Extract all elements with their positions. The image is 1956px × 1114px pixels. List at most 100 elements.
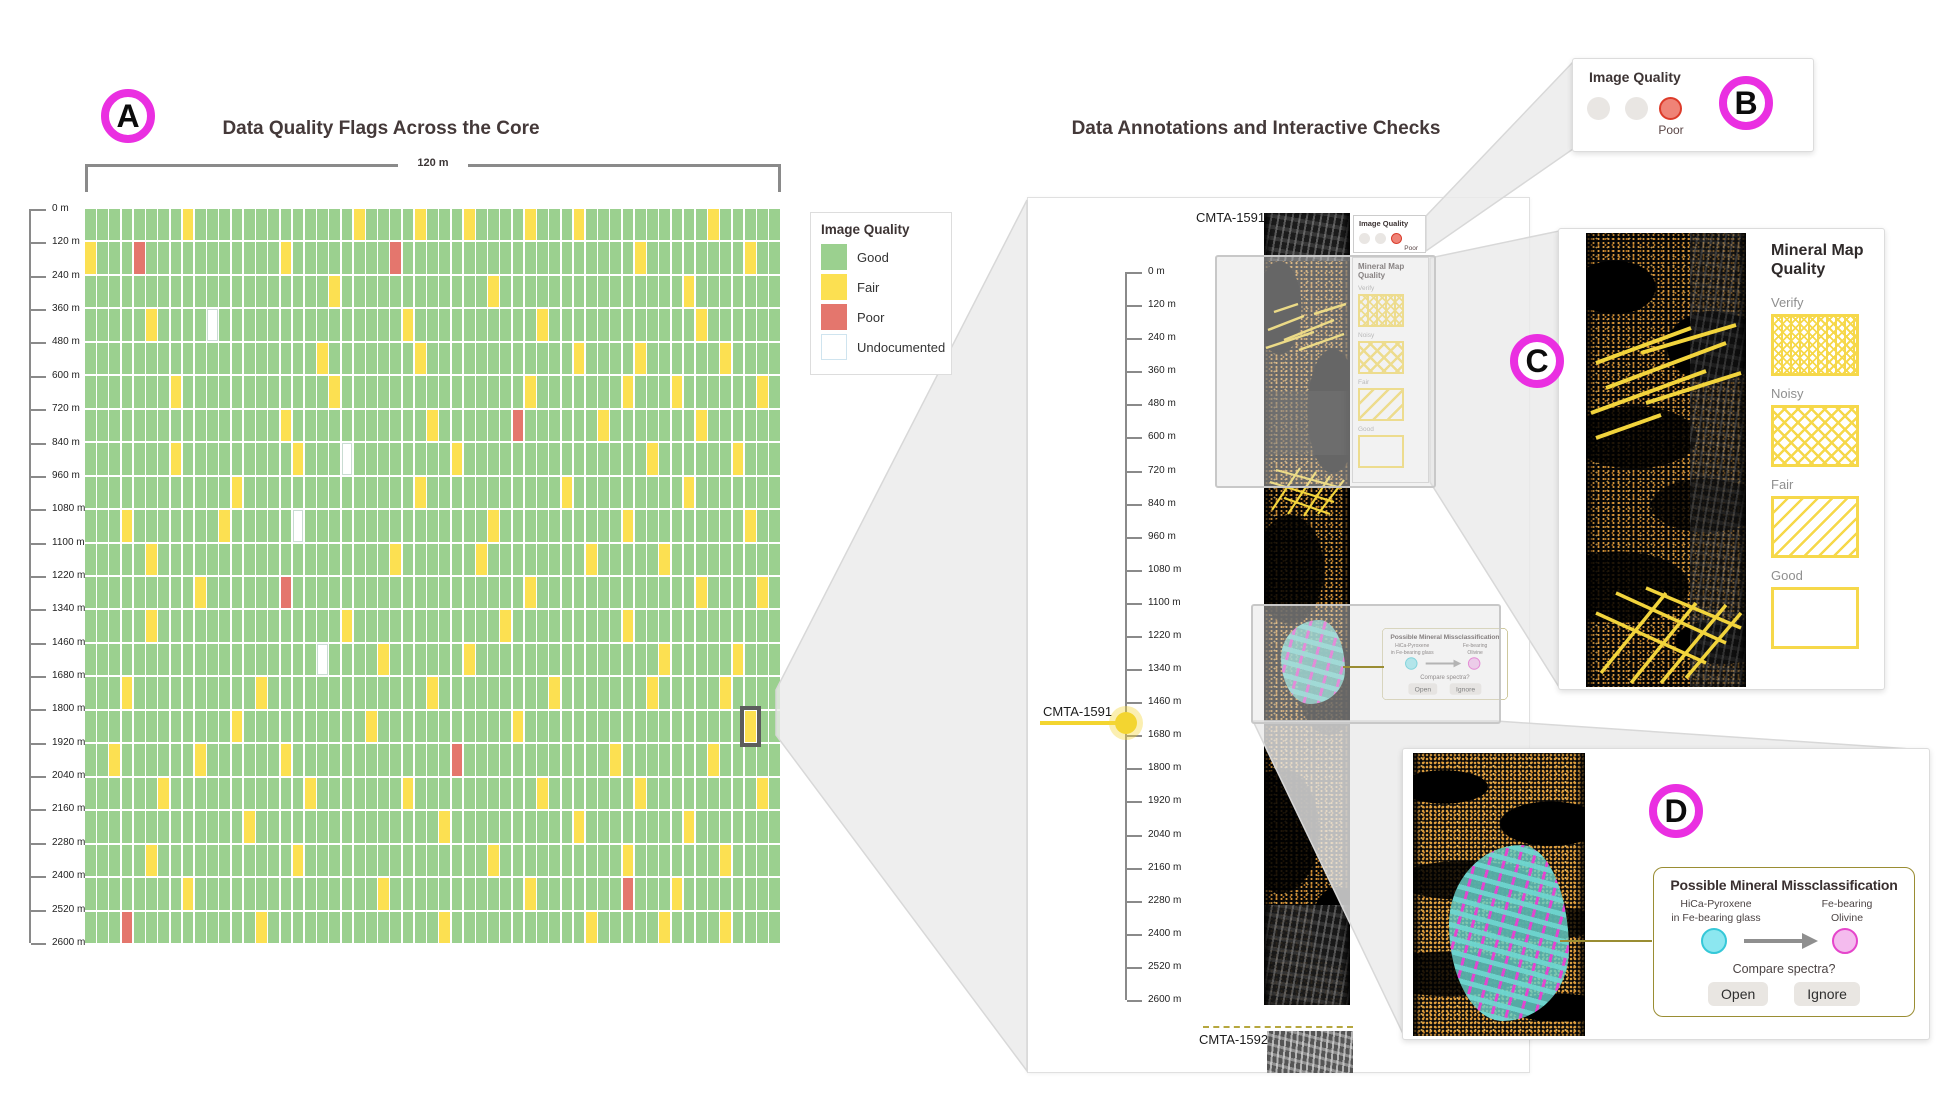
grid-cell[interactable] — [488, 610, 499, 642]
grid-cell[interactable] — [402, 209, 414, 241]
grid-cell[interactable] — [256, 811, 267, 843]
grid-cell[interactable] — [757, 811, 768, 843]
grid-cell[interactable] — [194, 342, 206, 375]
grid-cell[interactable] — [500, 610, 512, 642]
grid-cell[interactable] — [402, 275, 414, 308]
grid-cell[interactable] — [292, 744, 304, 776]
grid-cell[interactable] — [170, 242, 182, 274]
grid-cell[interactable] — [732, 543, 744, 575]
grid-cell[interactable] — [427, 543, 438, 575]
grid-cell[interactable] — [769, 577, 780, 609]
grid-cell[interactable] — [537, 610, 548, 642]
grid-cell[interactable] — [121, 242, 133, 274]
grid-cell[interactable] — [97, 342, 108, 375]
grid-cell[interactable] — [524, 844, 536, 877]
grid-cell[interactable] — [744, 643, 756, 676]
grid-cell[interactable] — [243, 844, 255, 877]
grid-cell[interactable] — [97, 275, 108, 308]
grid-cell[interactable] — [683, 275, 695, 308]
grid-cell[interactable] — [414, 510, 426, 542]
grid-cell[interactable] — [695, 744, 707, 776]
grid-cell[interactable] — [549, 811, 561, 843]
grid-cell[interactable] — [329, 911, 341, 943]
open-button[interactable]: Open — [1708, 982, 1769, 1006]
grid-cell[interactable] — [170, 643, 182, 676]
zoom-source-box-d[interactable] — [1251, 604, 1501, 724]
grid-cell[interactable] — [231, 911, 243, 943]
grid-cell[interactable] — [427, 409, 438, 442]
grid-cell[interactable] — [292, 710, 304, 743]
grid-cell[interactable] — [512, 209, 524, 241]
grid-cell[interactable] — [524, 911, 536, 943]
grid-cell[interactable] — [146, 209, 157, 241]
grid-cell[interactable] — [537, 744, 548, 776]
grid-cell[interactable] — [243, 677, 255, 709]
grid-cell[interactable] — [109, 209, 121, 241]
grid-cell[interactable] — [427, 342, 438, 375]
grid-cell[interactable] — [317, 510, 328, 542]
grid-cell[interactable] — [231, 242, 243, 274]
grid-cell[interactable] — [402, 409, 414, 442]
grid-cell[interactable] — [537, 443, 548, 475]
grid-cell[interactable] — [231, 510, 243, 542]
grid-cell[interactable] — [476, 209, 487, 241]
grid-cell[interactable] — [219, 209, 231, 241]
grid-cell[interactable] — [317, 643, 328, 676]
grid-cell[interactable] — [476, 878, 487, 910]
grid-cell[interactable] — [708, 476, 719, 509]
grid-cell[interactable] — [708, 543, 719, 575]
grid-cell[interactable] — [317, 878, 328, 910]
grid-cell[interactable] — [304, 710, 316, 743]
grid-cell[interactable] — [769, 510, 780, 542]
grid-cell[interactable] — [329, 476, 341, 509]
grid-cell[interactable] — [304, 476, 316, 509]
grid-cell[interactable] — [622, 844, 634, 877]
grid-cell[interactable] — [610, 577, 622, 609]
grid-cell[interactable] — [329, 376, 341, 408]
grid-cell[interactable] — [133, 409, 145, 442]
grid-cell[interactable] — [585, 811, 597, 843]
grid-cell[interactable] — [341, 275, 353, 308]
grid-cell[interactable] — [610, 744, 622, 776]
grid-cell[interactable] — [695, 342, 707, 375]
grid-cell[interactable] — [292, 476, 304, 509]
grid-cell[interactable] — [390, 643, 402, 676]
grid-cell[interactable] — [158, 242, 170, 274]
grid-cell[interactable] — [402, 744, 414, 776]
grid-cell[interactable] — [378, 744, 389, 776]
grid-cell[interactable] — [585, 844, 597, 877]
grid-cell[interactable] — [647, 911, 658, 943]
grid-cell[interactable] — [622, 577, 634, 609]
grid-cell[interactable] — [390, 777, 402, 810]
grid-cell[interactable] — [695, 878, 707, 910]
grid-cell[interactable] — [720, 878, 732, 910]
grid-cell[interactable] — [744, 543, 756, 575]
grid-cell[interactable] — [634, 409, 646, 442]
grid-cell[interactable] — [231, 443, 243, 475]
grid-cell[interactable] — [561, 476, 573, 509]
grid-cell[interactable] — [207, 342, 218, 375]
grid-cell[interactable] — [133, 911, 145, 943]
grid-cell[interactable] — [268, 275, 279, 308]
grid-cell[interactable] — [769, 543, 780, 575]
grid-cell[interactable] — [194, 242, 206, 274]
grid-cell[interactable] — [720, 543, 732, 575]
grid-cell[interactable] — [720, 275, 732, 308]
grid-cell[interactable] — [121, 510, 133, 542]
grid-cell[interactable] — [109, 543, 121, 575]
grid-cell[interactable] — [402, 710, 414, 743]
grid-cell[interactable] — [378, 610, 389, 642]
grid-cell[interactable] — [561, 443, 573, 475]
grid-cell[interactable] — [488, 275, 499, 308]
grid-cell[interactable] — [97, 577, 108, 609]
grid-cell[interactable] — [622, 510, 634, 542]
grid-cell[interactable] — [353, 309, 365, 341]
grid-cell[interactable] — [708, 209, 719, 241]
grid-cell[interactable] — [732, 443, 744, 475]
grid-cell[interactable] — [757, 643, 768, 676]
grid-cell[interactable] — [476, 309, 487, 341]
grid-cell[interactable] — [512, 342, 524, 375]
grid-cell[interactable] — [366, 342, 377, 375]
grid-cell[interactable] — [207, 376, 218, 408]
core-marker-dot[interactable] — [1115, 712, 1137, 734]
